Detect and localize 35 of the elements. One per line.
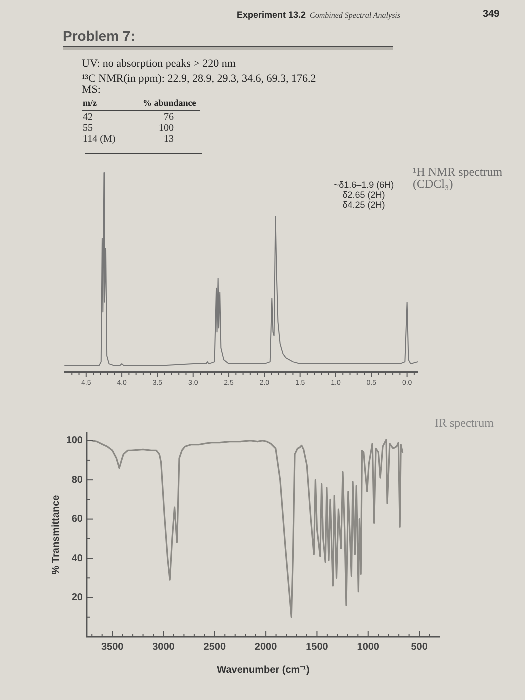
text: % abundance	[143, 98, 196, 108]
x-axis-title: Wavenumber (cm⁻¹)	[217, 664, 310, 676]
y-tick-label: 20	[72, 592, 84, 604]
category-label: 42	[83, 112, 93, 123]
x-tick-label: 1500	[306, 642, 329, 653]
text: Problem 7:	[63, 28, 136, 44]
category-label: 55	[83, 123, 93, 134]
data-label: 100	[159, 123, 174, 134]
y-tick-label: 100	[66, 436, 84, 447]
text: Combined Spectral Analysis	[310, 11, 401, 20]
y-tick-label: 60	[72, 514, 84, 526]
chart-subtitle: (CDCl₃)	[413, 177, 454, 192]
text: ¹³C NMR(in ppm): 22.9, 28.9, 29.3, 34.6, 69.3, 176.2	[82, 73, 316, 85]
text: Experiment 13.2	[237, 10, 306, 20]
annotation: ~δ1.6–1.9 (6H)	[334, 180, 394, 190]
x-tick-label: 1000	[357, 642, 380, 653]
text: IR spectrum	[435, 416, 494, 431]
x-tick-label: 3000	[152, 642, 176, 653]
text: ¹H NMR spectrum	[413, 165, 503, 180]
data-label: 13	[164, 134, 174, 145]
annotation: δ4.25 (2H)	[342, 200, 386, 210]
y-tick-label: 40	[72, 553, 84, 564]
x-tick-label: 2500	[204, 642, 226, 653]
x-tick-label: 500	[411, 642, 428, 653]
text: MS:	[82, 84, 101, 96]
annotation: δ2.65 (2H)	[342, 190, 386, 200]
y-axis-title: % Transmittance	[50, 494, 62, 575]
category-label: 114 (M)	[83, 134, 116, 145]
text: m/z	[83, 98, 97, 108]
y-tick-label: 80	[72, 474, 84, 486]
x-tick-label: 3500	[101, 642, 124, 653]
data-label: 76	[164, 112, 174, 123]
text: UV: no absorption peaks > 220 nm	[82, 58, 236, 70]
x-tick-label: 2000	[254, 642, 278, 653]
text: 349	[483, 9, 500, 20]
